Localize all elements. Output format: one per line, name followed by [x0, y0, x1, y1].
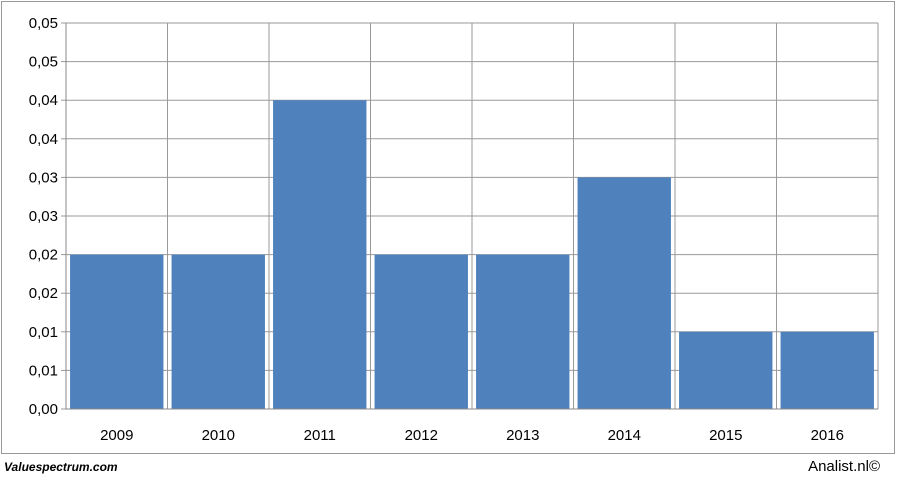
- footer-right: Analist.nl©: [808, 458, 880, 475]
- bar: [577, 177, 671, 409]
- x-tick-label: 2013: [506, 427, 539, 444]
- y-tick-label: 0,01: [29, 362, 58, 379]
- x-tick-label: 2011: [304, 427, 336, 444]
- y-tick-label: 0,03: [29, 208, 58, 225]
- y-tick-label: 0,02: [29, 285, 58, 302]
- bar: [476, 254, 570, 409]
- y-tick-label: 0,04: [29, 92, 58, 109]
- y-tick-label: 0,05: [29, 54, 58, 71]
- bar: [374, 254, 468, 409]
- x-tick-label: 2012: [405, 427, 438, 444]
- bar: [780, 331, 874, 409]
- y-tick-label: 0,01: [29, 324, 58, 341]
- x-tick-label: 2014: [608, 427, 641, 444]
- bar: [273, 100, 367, 409]
- x-tick-label: 2016: [811, 427, 844, 444]
- y-tick-label: 0,05: [29, 15, 58, 32]
- x-tick-label: 2009: [100, 427, 133, 444]
- y-tick-label: 0,02: [29, 247, 58, 264]
- footer-left: Valuespectrum.com: [4, 460, 118, 474]
- bar: [70, 254, 164, 409]
- bar: [171, 254, 265, 409]
- y-tick-label: 0,04: [29, 131, 58, 148]
- x-tick-label: 2010: [202, 427, 235, 444]
- x-tick-label: 2015: [709, 427, 742, 444]
- y-tick-label: 0,00: [29, 401, 58, 418]
- y-tick-label: 0,03: [29, 169, 58, 186]
- bar: [679, 331, 773, 409]
